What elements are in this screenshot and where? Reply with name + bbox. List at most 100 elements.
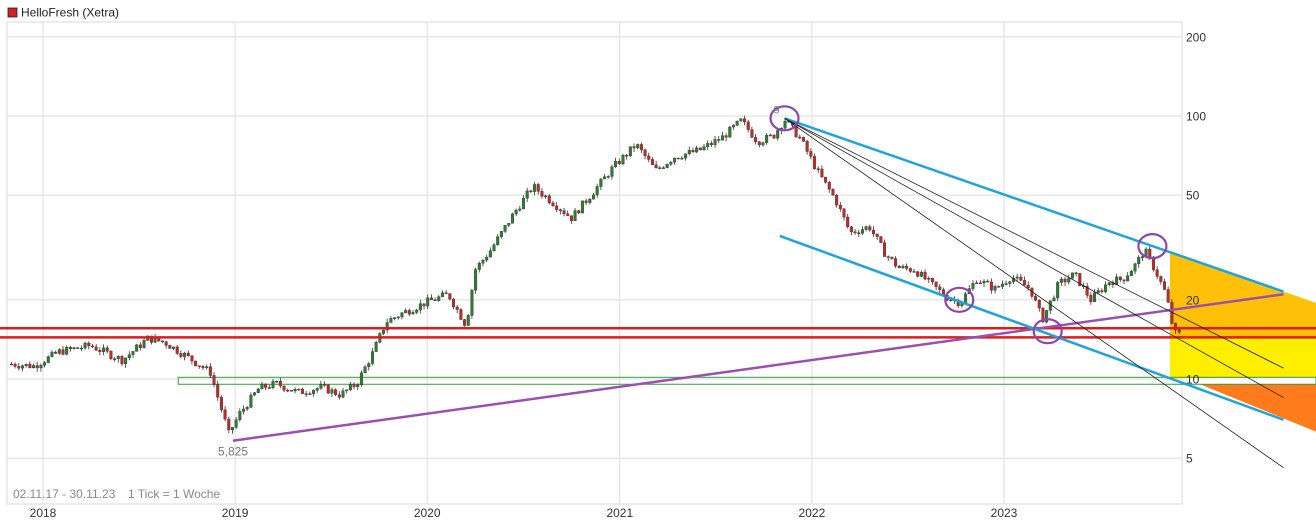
candle-body	[1177, 329, 1181, 333]
candle-body	[1078, 273, 1082, 286]
candle-body	[98, 350, 102, 352]
candle-body	[801, 137, 805, 142]
candle-body	[341, 390, 345, 398]
candle-body	[680, 157, 684, 160]
candle-body	[492, 244, 496, 251]
candle-body	[212, 375, 216, 385]
circles-layer	[769, 105, 1168, 345]
candle-body	[485, 256, 489, 261]
x-tick-label-2023: 2023	[991, 506, 1018, 520]
candle-body	[282, 385, 286, 391]
candle-body	[555, 205, 559, 210]
title-color-square	[7, 7, 18, 18]
candle-body	[437, 296, 441, 301]
candle-body	[982, 280, 986, 284]
candle-body	[540, 191, 544, 197]
candle-body	[894, 258, 898, 267]
candle-body	[323, 384, 327, 386]
candle-body	[334, 389, 338, 395]
candle-body	[356, 384, 360, 387]
candle-body	[1000, 283, 1004, 287]
candle-body	[857, 232, 861, 235]
candle-body	[724, 135, 728, 138]
candle-body	[1163, 281, 1167, 290]
candle-body	[1026, 284, 1030, 289]
candle-body	[636, 144, 640, 149]
candle-body	[1045, 310, 1049, 323]
candle-body	[1174, 323, 1178, 331]
candle-body	[297, 388, 301, 391]
candle-body	[1070, 272, 1074, 279]
candle-body	[522, 197, 526, 210]
candle-body	[580, 200, 584, 214]
candle-body	[352, 384, 356, 387]
candle-body	[474, 269, 478, 291]
footer-range: 02.11.17 - 30.11.23	[13, 487, 116, 501]
candle-body	[654, 164, 658, 169]
candle-body	[1115, 276, 1119, 285]
candle-body	[1056, 282, 1060, 299]
candle-body	[367, 363, 371, 367]
candle-body	[897, 265, 901, 269]
candle-body	[186, 352, 190, 356]
candle-body	[1052, 297, 1056, 302]
candle-body	[1041, 307, 1045, 323]
candle-body	[201, 366, 205, 369]
candle-body	[389, 318, 393, 323]
candle-body	[1118, 276, 1122, 280]
candle-body	[908, 268, 912, 272]
candle-body	[345, 389, 349, 392]
candle-body	[24, 363, 28, 366]
candle-body	[544, 195, 548, 198]
candle-body	[444, 292, 448, 295]
candle-body	[503, 225, 507, 232]
candle-body	[455, 306, 459, 310]
support-zone-rect	[177, 376, 1316, 385]
candle-body	[868, 226, 872, 231]
candle-body	[393, 317, 397, 319]
candle-body	[463, 319, 467, 326]
candle-body	[860, 229, 864, 234]
candle-body	[135, 344, 139, 352]
candle-body	[610, 166, 614, 177]
candle-body	[385, 322, 389, 331]
candle-body	[1166, 289, 1170, 303]
candle-body	[529, 190, 533, 193]
candle-body	[706, 143, 710, 147]
x-tick-label-2019: 2019	[222, 506, 249, 520]
candle-body	[912, 271, 916, 273]
plot-frame	[6, 21, 1183, 505]
candle-body	[477, 262, 481, 270]
candle-body	[87, 342, 91, 347]
fill-dark-orange	[1200, 384, 1316, 432]
candle-body	[1019, 276, 1023, 281]
candle-body	[120, 356, 124, 365]
candle-body	[776, 130, 780, 139]
candle-body	[772, 134, 776, 139]
candle-body	[1059, 278, 1063, 283]
candle-body	[496, 236, 500, 246]
candle-body	[831, 189, 835, 196]
candle-body	[871, 229, 875, 235]
candle-body	[20, 365, 24, 369]
candle-body	[1155, 269, 1159, 277]
candle-body	[720, 135, 724, 141]
candle-body	[245, 407, 249, 410]
candle-body	[510, 213, 514, 224]
candle-body	[35, 365, 39, 369]
candle-body	[1034, 296, 1038, 301]
candle-body	[1015, 276, 1019, 279]
candle-body	[127, 354, 131, 359]
candle-body	[684, 153, 688, 159]
x-tick-label-2020: 2020	[414, 506, 441, 520]
candle-body	[883, 242, 887, 257]
y-tick-label-200: 200	[1186, 30, 1206, 44]
candle-body	[650, 159, 654, 166]
candle-body	[709, 143, 713, 145]
candle-body	[116, 356, 120, 360]
candle-body	[919, 271, 923, 277]
candle-body	[754, 137, 758, 142]
candle-body	[1037, 299, 1041, 309]
candle-body	[1089, 295, 1093, 302]
